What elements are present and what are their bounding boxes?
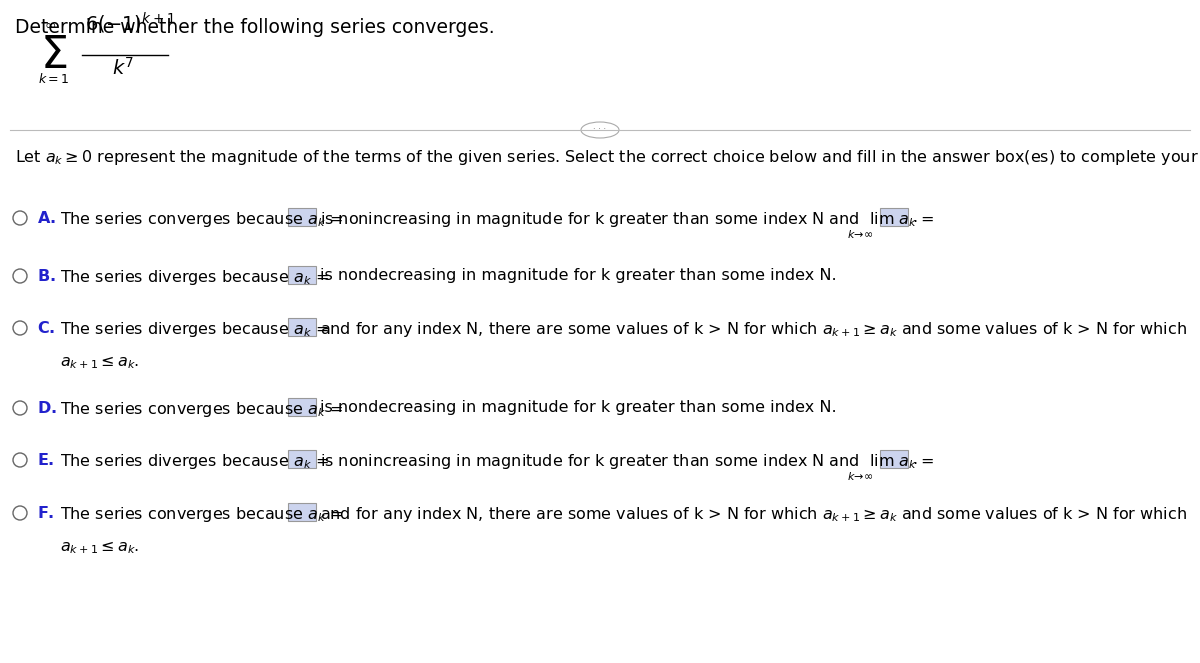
Text: The series diverges because $a_k$ =: The series diverges because $a_k$ =	[60, 452, 329, 471]
Text: $k\!\to\!\infty$: $k\!\to\!\infty$	[847, 228, 874, 240]
Text: $\mathbf{C.}$: $\mathbf{C.}$	[37, 320, 55, 336]
FancyBboxPatch shape	[880, 208, 908, 226]
Text: $\Sigma$: $\Sigma$	[40, 34, 67, 76]
FancyBboxPatch shape	[880, 450, 908, 468]
Text: is nonincreasing in magnitude for k greater than some index N and  lim $a_k$ =: is nonincreasing in magnitude for k grea…	[320, 210, 935, 229]
Text: is nondecreasing in magnitude for k greater than some index N.: is nondecreasing in magnitude for k grea…	[320, 400, 836, 415]
Text: Let $a_k \geq 0$ represent the magnitude of the terms of the given series. Selec: Let $a_k \geq 0$ represent the magnitude…	[14, 148, 1200, 167]
FancyBboxPatch shape	[288, 266, 316, 284]
Text: $\mathbf{A.}$: $\mathbf{A.}$	[37, 210, 56, 226]
Text: and for any index N, there are some values of k > N for which $a_{k+1} \geq a_k$: and for any index N, there are some valu…	[320, 320, 1187, 339]
Text: is nondecreasing in magnitude for k greater than some index N.: is nondecreasing in magnitude for k grea…	[320, 268, 836, 283]
Text: The series diverges because $a_k$ =: The series diverges because $a_k$ =	[60, 268, 329, 287]
Text: $k^7$: $k^7$	[112, 57, 134, 79]
Text: The series diverges because $a_k$ =: The series diverges because $a_k$ =	[60, 320, 329, 339]
Text: $\mathbf{F.}$: $\mathbf{F.}$	[37, 505, 54, 521]
Text: The series converges because $a_k$ =: The series converges because $a_k$ =	[60, 505, 343, 524]
Text: $a_{k+1} \leq a_k$.: $a_{k+1} \leq a_k$.	[60, 539, 139, 556]
Text: $\mathbf{B.}$: $\mathbf{B.}$	[37, 268, 55, 284]
Text: $k\!\to\!\infty$: $k\!\to\!\infty$	[847, 470, 874, 482]
Text: Determine whether the following series converges.: Determine whether the following series c…	[14, 18, 494, 37]
Text: .: .	[912, 210, 917, 225]
Text: The series converges because $a_k$ =: The series converges because $a_k$ =	[60, 400, 343, 419]
FancyBboxPatch shape	[288, 503, 316, 521]
FancyBboxPatch shape	[288, 450, 316, 468]
FancyBboxPatch shape	[288, 318, 316, 336]
Text: .: .	[912, 452, 917, 467]
Text: The series converges because $a_k$ =: The series converges because $a_k$ =	[60, 210, 343, 229]
Text: $\mathbf{D.}$: $\mathbf{D.}$	[37, 400, 56, 416]
Text: $\infty$: $\infty$	[44, 18, 56, 32]
Text: · · ·: · · ·	[594, 125, 606, 135]
Text: and for any index N, there are some values of k > N for which $a_{k+1} \geq a_k$: and for any index N, there are some valu…	[320, 505, 1187, 524]
FancyBboxPatch shape	[288, 208, 316, 226]
Text: $a_{k+1} \leq a_k$.: $a_{k+1} \leq a_k$.	[60, 354, 139, 371]
FancyBboxPatch shape	[288, 398, 316, 416]
Text: $k=1$: $k=1$	[38, 72, 70, 86]
Text: $\mathbf{E.}$: $\mathbf{E.}$	[37, 452, 54, 468]
Text: $6(-1)^{k+1}$: $6(-1)^{k+1}$	[85, 11, 175, 36]
Text: is nonincreasing in magnitude for k greater than some index N and  lim $a_k$ =: is nonincreasing in magnitude for k grea…	[320, 452, 935, 471]
